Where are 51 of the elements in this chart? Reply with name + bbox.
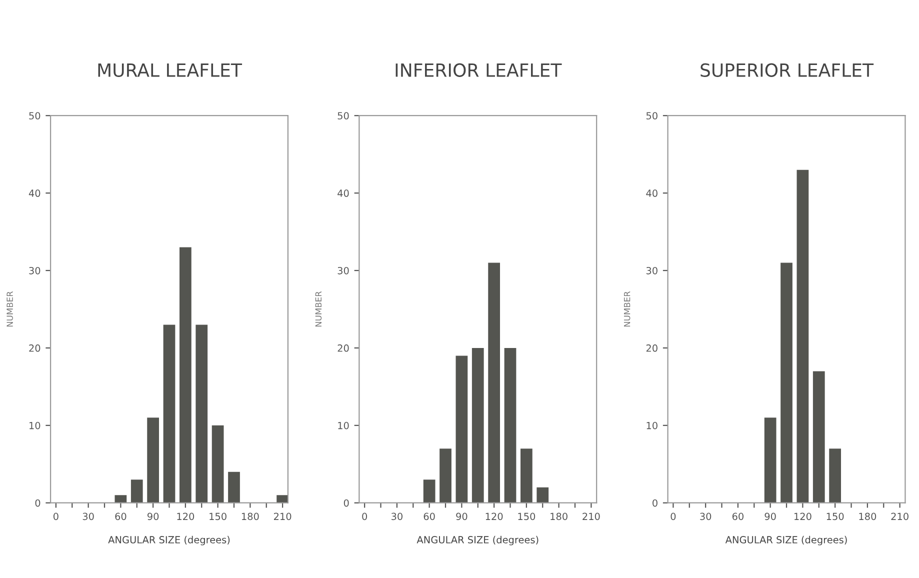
y-tick-label: 40 bbox=[646, 190, 658, 197]
y-axis-title: NUMBER bbox=[624, 291, 630, 327]
y-tick-label: 0 bbox=[344, 499, 349, 507]
y-tick-label: 50 bbox=[29, 112, 40, 120]
chart-title: SUPERIOR LEAFLET bbox=[700, 63, 874, 77]
x-tick-label: 0 bbox=[670, 512, 676, 520]
x-tick-label: 0 bbox=[53, 512, 58, 520]
y-tick-label: 30 bbox=[29, 266, 40, 274]
y-tick-label: 30 bbox=[338, 266, 349, 274]
y-tick-label: 40 bbox=[338, 190, 349, 197]
x-tick-label: 150 bbox=[210, 512, 226, 520]
y-tick-label: 0 bbox=[35, 499, 40, 507]
x-tick-label: 90 bbox=[764, 512, 776, 520]
x-tick-label: 30 bbox=[700, 512, 712, 520]
x-tick-label: 0 bbox=[362, 512, 368, 520]
chart-title: INFERIOR LEAFLET bbox=[396, 63, 562, 77]
y-tick-label: 10 bbox=[338, 422, 349, 430]
x-axis-title: ANGULAR SIZE (degrees) bbox=[416, 536, 538, 546]
y-tick-label: 50 bbox=[338, 112, 349, 120]
x-tick-label: 120 bbox=[794, 512, 812, 520]
x-tick-label: 150 bbox=[826, 512, 844, 520]
x-tick-label: 90 bbox=[456, 512, 468, 520]
x-axis-title: ANGULAR SIZE (degrees) bbox=[108, 536, 230, 546]
y-tick-label: 50 bbox=[646, 112, 658, 120]
x-tick-label: 210 bbox=[274, 512, 292, 520]
y-tick-label: 10 bbox=[646, 422, 658, 430]
chart-title: MURAL LEAFLET bbox=[98, 64, 242, 77]
x-tick-label: 60 bbox=[424, 512, 435, 520]
x-tick-label: 30 bbox=[82, 512, 94, 520]
y-tick-label: 10 bbox=[30, 422, 40, 430]
x-tick-label: 150 bbox=[518, 512, 536, 520]
x-tick-label: 90 bbox=[147, 512, 159, 520]
x-tick-label: 180 bbox=[550, 512, 568, 520]
y-tick-label: 40 bbox=[28, 190, 40, 197]
x-tick-label: 120 bbox=[486, 512, 503, 520]
x-tick-label: 210 bbox=[891, 512, 908, 520]
y-tick-label: 0 bbox=[652, 499, 658, 507]
y-tick-label: 20 bbox=[338, 344, 349, 352]
x-tick-label: 180 bbox=[242, 512, 259, 520]
y-axis-title: NUMBER bbox=[6, 291, 13, 327]
x-tick-label: 120 bbox=[177, 512, 194, 520]
x-tick-label: 210 bbox=[582, 512, 600, 520]
x-tick-label: 180 bbox=[859, 512, 876, 520]
y-tick-label: 20 bbox=[29, 344, 40, 352]
y-tick-label: 20 bbox=[646, 344, 658, 352]
x-tick-label: 30 bbox=[392, 512, 402, 520]
x-axis-title: ANGULAR SIZE (degrees) bbox=[725, 536, 847, 546]
x-tick-label: 60 bbox=[115, 512, 126, 520]
y-axis-title: NUMBER bbox=[315, 291, 322, 327]
y-tick-label: 30 bbox=[646, 266, 658, 274]
x-tick-label: 60 bbox=[732, 512, 744, 520]
